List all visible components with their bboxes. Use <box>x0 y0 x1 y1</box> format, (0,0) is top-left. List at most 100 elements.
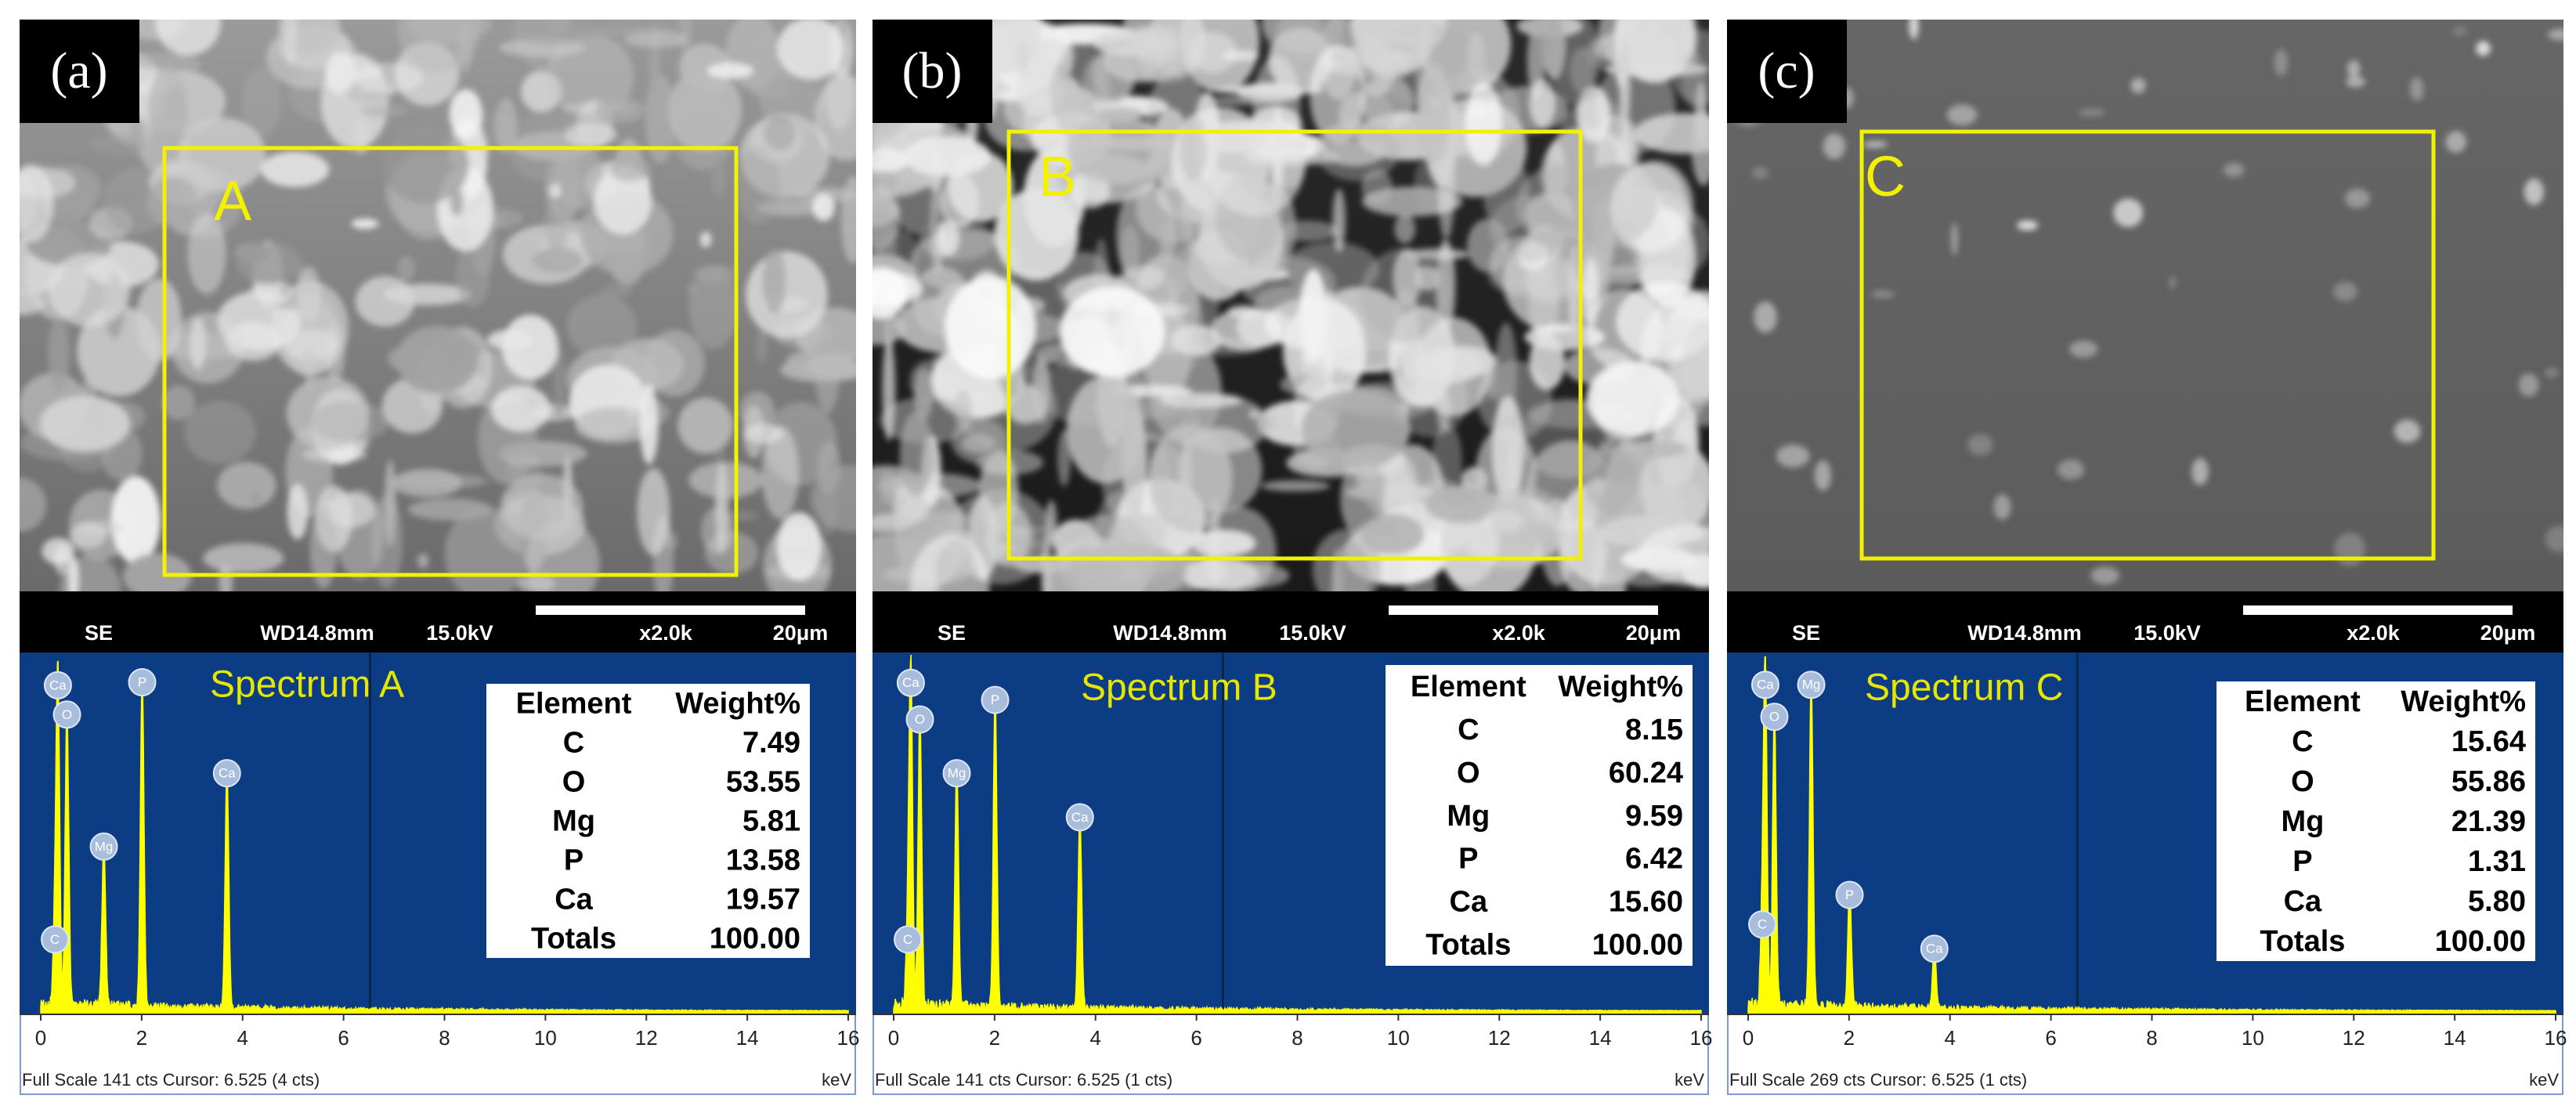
particle <box>873 148 910 172</box>
particle <box>286 376 370 450</box>
table-element: O <box>1457 757 1480 790</box>
particle <box>360 104 409 117</box>
particle <box>148 65 189 156</box>
panel-label: (b) <box>902 42 963 99</box>
peak-marker <box>1748 910 1777 939</box>
table-value: 19.57 <box>726 884 800 916</box>
particle <box>600 284 631 298</box>
table-header: Weight% <box>1558 670 1683 703</box>
info-bar <box>873 591 1709 652</box>
particle <box>1310 45 1365 145</box>
particle <box>2547 28 2563 41</box>
particle <box>688 265 738 349</box>
particle <box>1060 286 1165 378</box>
sem-background <box>1727 20 2563 591</box>
particle <box>1332 541 1371 591</box>
peak-marker <box>89 832 118 861</box>
particle <box>2545 526 2563 552</box>
sem-info: WD14.8mm <box>1967 621 2082 645</box>
particle <box>1909 20 1919 40</box>
particle <box>609 157 652 182</box>
particle <box>532 248 584 274</box>
particle <box>1529 79 1556 128</box>
particle <box>945 276 1036 379</box>
particle <box>20 167 76 199</box>
particle <box>937 220 959 257</box>
particle <box>1967 434 1993 456</box>
peak-marker <box>1920 934 1949 963</box>
particle <box>841 175 856 264</box>
particle <box>1542 20 1566 80</box>
x-tick-label: 2 <box>136 1026 147 1050</box>
panel: (a)ASE WD14.8mm 15.0kV x2.0k 20μmCaOCMgPCaSp… <box>20 20 859 1095</box>
peak-marker <box>905 705 934 734</box>
axis-unit: keV <box>2529 1070 2559 1090</box>
particle <box>1066 116 1169 184</box>
table-header: Element <box>516 688 632 721</box>
particle <box>665 531 678 551</box>
sem-texture <box>20 20 856 591</box>
peak-label: Ca <box>1071 810 1089 825</box>
region-box <box>1006 129 1583 561</box>
particle <box>2409 77 2424 101</box>
table-value: 5.80 <box>2468 885 2526 918</box>
sem-info: 15.0kV <box>1279 621 1346 645</box>
peak-label: Mg <box>1802 678 1821 692</box>
region-box <box>162 146 739 577</box>
spectrum-title: Spectrum C <box>1865 667 2063 709</box>
particle <box>750 119 803 162</box>
particle <box>1583 258 1599 330</box>
particle <box>1616 282 1709 361</box>
particle <box>994 188 1079 280</box>
particle <box>2524 178 2544 205</box>
table-value: 1.31 <box>2468 845 2526 878</box>
peak-marker <box>212 759 241 788</box>
particle <box>1751 166 1769 179</box>
table-value: 100.00 <box>1592 928 1683 961</box>
table-value: 55.86 <box>2451 765 2526 798</box>
panel: (b)BSE WD14.8mm 15.0kV x2.0k 20μmCaOCMgPCaSp… <box>873 20 1712 1095</box>
particle <box>544 203 569 252</box>
particle <box>1124 20 1190 65</box>
particle <box>2394 419 2421 443</box>
particle <box>707 62 753 79</box>
particle <box>351 218 379 230</box>
particle <box>667 68 742 152</box>
x-tick-label: 0 <box>35 1026 46 1050</box>
peak-marker <box>52 700 81 729</box>
particle <box>1529 334 1565 390</box>
sem-info: 15.0kV <box>426 621 493 645</box>
particle <box>2057 459 2085 480</box>
x-tick-label: 8 <box>1292 1026 1302 1050</box>
particle <box>1681 320 1709 427</box>
axis-unit: keV <box>822 1070 851 1090</box>
label-box <box>1727 20 1847 123</box>
particle <box>2274 49 2289 76</box>
particle <box>880 471 894 504</box>
table-value: 15.64 <box>2451 725 2526 758</box>
peak-marker <box>1760 703 1789 732</box>
x-tick-label: 6 <box>1190 1026 1201 1050</box>
particle <box>566 295 638 358</box>
particle <box>39 396 131 452</box>
particle <box>136 278 182 362</box>
table-value: 53.55 <box>726 766 800 799</box>
particle <box>1159 392 1243 408</box>
particle <box>1261 480 1331 492</box>
sem-info: x2.0k <box>639 621 693 645</box>
particle <box>187 212 226 295</box>
peak-label: Ca <box>902 675 919 690</box>
particle <box>219 563 233 591</box>
particle <box>444 506 527 591</box>
particle <box>396 326 479 394</box>
particle <box>1248 409 1260 420</box>
particle <box>417 553 429 569</box>
peak-label: Ca <box>1757 678 1774 692</box>
particle <box>1583 444 1638 514</box>
peak-marker <box>1797 670 1826 699</box>
table-value: 15.60 <box>1609 885 1683 918</box>
peak-marker <box>894 925 923 954</box>
particle <box>913 367 934 421</box>
x-tick-label: 12 <box>2343 1026 2365 1050</box>
